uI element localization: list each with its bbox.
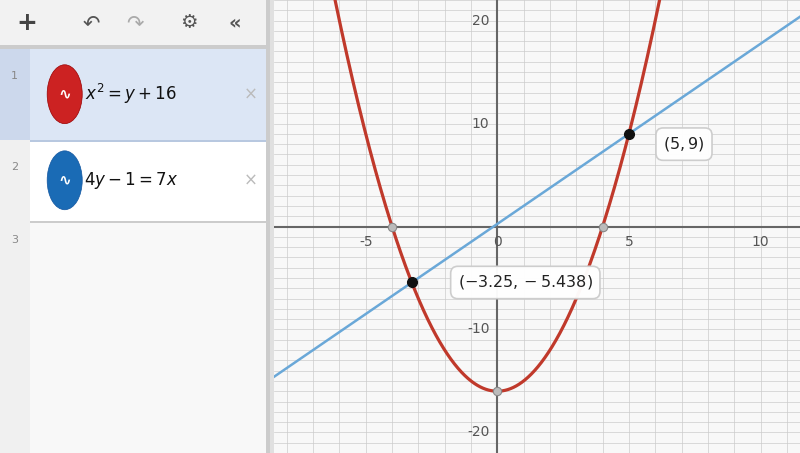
Text: 2: 2	[11, 162, 18, 172]
FancyBboxPatch shape	[0, 140, 270, 142]
Text: -20: -20	[467, 425, 490, 439]
FancyBboxPatch shape	[0, 221, 270, 453]
Text: 10: 10	[472, 116, 490, 130]
FancyBboxPatch shape	[0, 140, 270, 221]
Text: -10: -10	[467, 323, 490, 337]
Text: +: +	[17, 11, 38, 34]
Text: 3: 3	[11, 235, 18, 245]
Text: $x^2 = y + 16$: $x^2 = y + 16$	[85, 82, 177, 106]
Text: $(5, 9)$: $(5, 9)$	[663, 135, 705, 153]
Text: 10: 10	[752, 235, 770, 249]
Text: 5: 5	[625, 235, 634, 249]
Text: -5: -5	[359, 235, 373, 249]
Text: 1: 1	[11, 71, 18, 81]
Text: ↷: ↷	[126, 13, 143, 33]
Text: ×: ×	[244, 171, 258, 189]
Text: ×: ×	[244, 85, 258, 103]
FancyBboxPatch shape	[0, 140, 30, 221]
FancyBboxPatch shape	[0, 49, 30, 140]
FancyBboxPatch shape	[0, 221, 270, 223]
Circle shape	[47, 151, 82, 210]
Text: «: «	[228, 13, 241, 32]
Text: $(-3.25, -5.438)$: $(-3.25, -5.438)$	[458, 274, 593, 291]
FancyBboxPatch shape	[0, 45, 270, 49]
Text: ∿: ∿	[58, 87, 71, 102]
Text: 20: 20	[472, 14, 490, 28]
Circle shape	[47, 65, 82, 124]
Text: ∿: ∿	[58, 173, 71, 188]
FancyBboxPatch shape	[0, 0, 270, 45]
Text: ↶: ↶	[83, 13, 101, 33]
FancyBboxPatch shape	[0, 49, 270, 140]
Text: ⚙: ⚙	[180, 13, 198, 32]
FancyBboxPatch shape	[266, 0, 270, 453]
Text: $4y - 1 = 7x$: $4y - 1 = 7x$	[83, 170, 178, 191]
FancyBboxPatch shape	[0, 221, 30, 453]
Text: 0: 0	[493, 235, 502, 249]
